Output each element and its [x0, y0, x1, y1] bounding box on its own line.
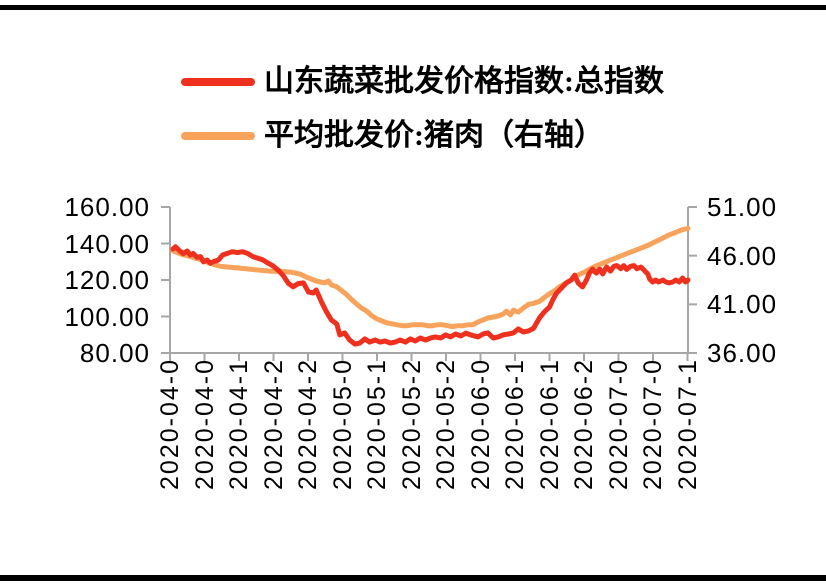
legend-label-vegetable-index: 山东蔬菜批发价格指数:总指数 [264, 65, 664, 98]
y-axis-right-tick-label: 46.00 [707, 240, 778, 271]
legend: 山东蔬菜批发价格指数:总指数 平均批发价:猪肉（右轴） [181, 61, 664, 169]
y-axis-left-tick-label: 120.00 [64, 265, 150, 295]
legend-label-pork-price: 平均批发价:猪肉（右轴） [264, 119, 604, 152]
legend-item-pork-price: 平均批发价:猪肉（右轴） [181, 115, 664, 156]
x-axis-tick-label: 2020-05-1 [363, 358, 391, 490]
x-axis-tick-label: 2020-05-2 [397, 358, 426, 490]
vegetable-index-line [170, 244, 691, 347]
x-axis-tick-label: 2020-06-1 [501, 358, 529, 490]
pork-price-line [170, 225, 691, 330]
y-axis-left-tick-label: 140.00 [64, 228, 150, 259]
red-line-swatch-icon [181, 77, 255, 86]
x-axis-tick-label: 2020-06-1 [535, 358, 564, 490]
x-axis-tick-label: 2020-07-0 [639, 358, 667, 490]
x-axis-tick-label: 2020-04-0 [190, 358, 219, 490]
y-axis-left-tick-label: 80.00 [79, 338, 150, 368]
x-axis-tick-label: 2020-07-0 [604, 358, 633, 490]
y-axis-right-tick-label: 41.00 [707, 289, 778, 320]
x-axis-tick-label: 2020-05-0 [328, 358, 357, 490]
x-axis-tick-label: 2020-06-0 [466, 358, 495, 490]
x-axis-tick-label: 2020-05-2 [432, 358, 460, 490]
x-axis-tick-label: 2020-04-2 [294, 358, 322, 490]
y-axis-right-tick-label: 36.00 [707, 338, 778, 368]
y-axis-right-tick-label: 51.00 [707, 192, 778, 222]
y-axis-left-tick-label: 100.00 [64, 301, 150, 332]
x-axis-tick-label: 2020-04-1 [225, 358, 253, 490]
x-axis-tick-label: 2020-04-0 [156, 358, 184, 490]
top-rule [0, 5, 826, 10]
x-axis-tick-label: 2020-06-2 [570, 358, 598, 490]
y-axis-left-tick-label: 160.00 [64, 192, 150, 222]
orange-line-swatch-icon [181, 131, 255, 140]
x-axis-tick-label: 2020-07-1 [673, 358, 702, 490]
bottom-rule [0, 575, 826, 581]
x-axis-tick-label: 2020-04-2 [259, 358, 288, 490]
legend-item-vegetable-index: 山东蔬菜批发价格指数:总指数 [181, 61, 664, 102]
